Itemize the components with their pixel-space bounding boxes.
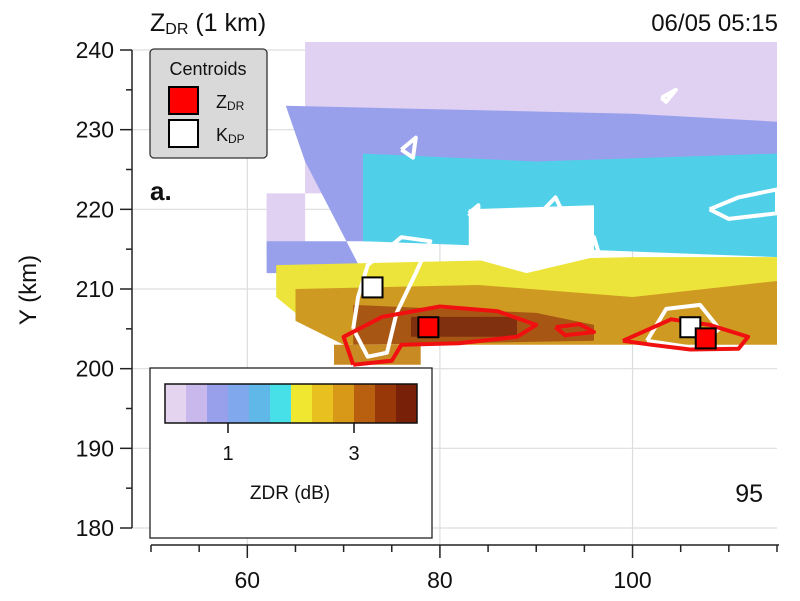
kdp-contour: [708, 187, 779, 221]
kdp-contour: [534, 195, 568, 232]
colorbar-cell: [249, 384, 271, 423]
colorbar-cell: [270, 384, 292, 423]
colorbar-frame: [164, 383, 418, 424]
colorbar-cell: [165, 384, 187, 423]
colorbar-tick-label: 1: [222, 443, 233, 465]
colorbar-cell: [375, 384, 397, 423]
x-tick-label: 100: [613, 567, 651, 593]
zdr-field: [266, 42, 777, 365]
x-tick-label: 80: [427, 567, 453, 593]
y-tick-label: 220: [76, 196, 114, 222]
y-tick-label: 240: [76, 37, 114, 63]
centroid-markers: [361, 276, 717, 350]
colorbar-cell: [333, 384, 355, 423]
kdp-contour: [400, 135, 418, 160]
zdr-centroid: [694, 327, 717, 350]
x-axis: 60 80 100: [150, 544, 779, 593]
y-tick-label: 210: [76, 276, 114, 302]
kdp-contour: [660, 87, 678, 104]
colorbar-cell: [312, 384, 334, 423]
colorbar-cell: [291, 384, 313, 423]
legend-kdp-swatch: [168, 119, 199, 148]
zdr-centroid: [417, 316, 440, 339]
timestamp: 06/05 05:15: [651, 10, 778, 37]
kdp-contour: [582, 235, 601, 256]
kdp-contour: [467, 203, 481, 228]
centroid-legend: Centroids ZDR KDP: [149, 48, 268, 159]
colorbar-label: ZDR (dB): [250, 483, 330, 504]
y-tick-label: 200: [76, 356, 114, 382]
kdp-contour: [645, 302, 722, 350]
colorbar-cell: [228, 384, 250, 423]
zdr-contour: [622, 317, 751, 352]
panel-label: a.: [150, 176, 172, 206]
legend-zdr-label: ZDR: [216, 92, 245, 113]
colorbar-cell: [354, 384, 376, 423]
zdr-contour: [554, 322, 596, 338]
x-tick-label: 60: [235, 567, 261, 593]
chart-title: ZDR (1 km): [150, 9, 266, 38]
y-axis: 180 190 200 210 220 230 240: [76, 37, 133, 541]
zdr-contour: [341, 304, 539, 367]
legend-title: Centroids: [169, 59, 246, 79]
kdp-centroid: [361, 276, 384, 299]
colorbar-cell: [207, 384, 229, 423]
y-tick-label: 230: [76, 117, 114, 143]
legend-zdr-swatch: [168, 86, 199, 115]
y-tick-label: 190: [76, 435, 114, 461]
y-tick-label: 180: [76, 515, 114, 541]
colorbar-cell: [186, 384, 208, 423]
field-region: [468, 205, 594, 274]
y-axis-label: Y (km): [15, 255, 42, 325]
annotation-number: 95: [735, 480, 763, 508]
field-region: [362, 153, 777, 258]
colorbar-cell: [396, 384, 418, 423]
colorbar-tick-label: 3: [348, 443, 359, 465]
legend-kdp-label: KDP: [216, 125, 245, 146]
